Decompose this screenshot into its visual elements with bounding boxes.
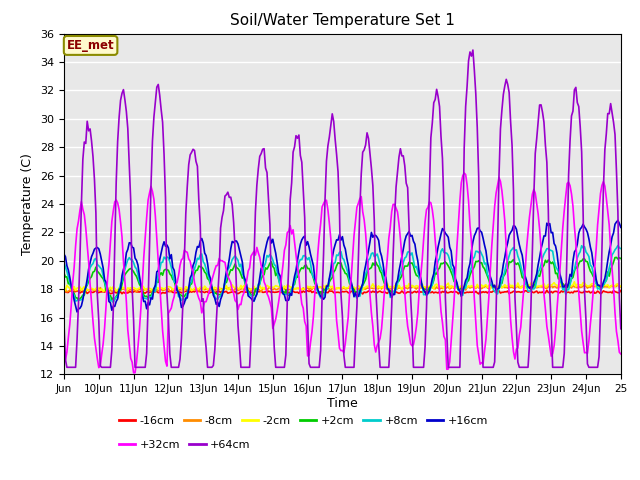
-8cm: [431, 286, 439, 292]
+8cm: [60, 260, 68, 265]
-16cm: [92, 287, 100, 293]
+64cm: [449, 364, 456, 370]
+64cm: [75, 300, 83, 306]
-16cm: [111, 289, 118, 295]
+64cm: [60, 321, 68, 326]
+2cm: [431, 270, 439, 276]
+32cm: [60, 360, 68, 366]
-2cm: [60, 289, 68, 295]
+8cm: [109, 300, 117, 305]
+2cm: [356, 287, 364, 293]
+64cm: [469, 47, 477, 53]
+16cm: [449, 262, 456, 267]
+32cm: [73, 226, 81, 232]
-8cm: [356, 285, 364, 290]
-8cm: [109, 288, 117, 294]
+32cm: [130, 370, 138, 376]
-16cm: [433, 289, 440, 295]
Line: -2cm: -2cm: [64, 282, 621, 292]
+16cm: [356, 289, 364, 295]
-8cm: [132, 289, 140, 295]
+64cm: [111, 242, 118, 248]
+8cm: [431, 267, 439, 273]
+16cm: [291, 274, 298, 279]
+2cm: [60, 271, 68, 276]
+2cm: [617, 256, 625, 262]
+16cm: [617, 225, 625, 230]
X-axis label: Time: Time: [327, 397, 358, 410]
+8cm: [291, 278, 298, 284]
-8cm: [73, 288, 81, 294]
-2cm: [430, 286, 438, 292]
+8cm: [356, 293, 364, 299]
Y-axis label: Temperature (C): Temperature (C): [22, 153, 35, 255]
Title: Soil/Water Temperature Set 1: Soil/Water Temperature Set 1: [230, 13, 455, 28]
+2cm: [612, 254, 620, 260]
Line: +64cm: +64cm: [64, 50, 621, 367]
+2cm: [73, 295, 81, 301]
-8cm: [60, 288, 68, 293]
+8cm: [73, 298, 81, 303]
+64cm: [617, 326, 625, 332]
+32cm: [109, 208, 117, 214]
+16cm: [431, 259, 439, 265]
-8cm: [617, 284, 625, 289]
Line: +32cm: +32cm: [64, 173, 621, 373]
-16cm: [356, 290, 364, 296]
+64cm: [63, 364, 71, 370]
-2cm: [73, 285, 81, 291]
Line: +16cm: +16cm: [64, 220, 621, 312]
-16cm: [291, 289, 298, 295]
-2cm: [109, 284, 117, 289]
Line: -16cm: -16cm: [64, 290, 621, 294]
+16cm: [73, 309, 81, 315]
-16cm: [450, 289, 458, 295]
-16cm: [359, 291, 367, 297]
+32cm: [449, 319, 456, 324]
-16cm: [617, 288, 625, 293]
+16cm: [75, 306, 83, 312]
-8cm: [614, 281, 621, 287]
+64cm: [356, 206, 364, 212]
+16cm: [614, 217, 621, 223]
+8cm: [614, 243, 621, 249]
+2cm: [449, 273, 456, 279]
+8cm: [617, 246, 625, 252]
-2cm: [617, 283, 625, 289]
Line: +2cm: +2cm: [64, 257, 621, 300]
+64cm: [431, 96, 439, 102]
Text: EE_met: EE_met: [67, 39, 115, 52]
-16cm: [73, 288, 81, 294]
+2cm: [111, 297, 118, 302]
Line: +8cm: +8cm: [64, 246, 621, 302]
-2cm: [570, 279, 578, 285]
+16cm: [111, 303, 118, 309]
+32cm: [356, 196, 364, 202]
+32cm: [431, 238, 439, 243]
+64cm: [291, 144, 298, 150]
Line: -8cm: -8cm: [64, 284, 621, 292]
-16cm: [60, 289, 68, 295]
-8cm: [291, 286, 298, 292]
+32cm: [291, 240, 298, 245]
+2cm: [291, 281, 298, 287]
-2cm: [355, 283, 362, 288]
+8cm: [111, 296, 118, 302]
+16cm: [60, 251, 68, 257]
Legend: +32cm, +64cm: +32cm, +64cm: [114, 435, 255, 454]
-8cm: [449, 284, 456, 289]
+32cm: [617, 351, 625, 357]
+2cm: [75, 298, 83, 303]
-2cm: [289, 284, 297, 290]
-2cm: [447, 283, 455, 288]
+8cm: [449, 267, 456, 273]
+32cm: [460, 170, 468, 176]
